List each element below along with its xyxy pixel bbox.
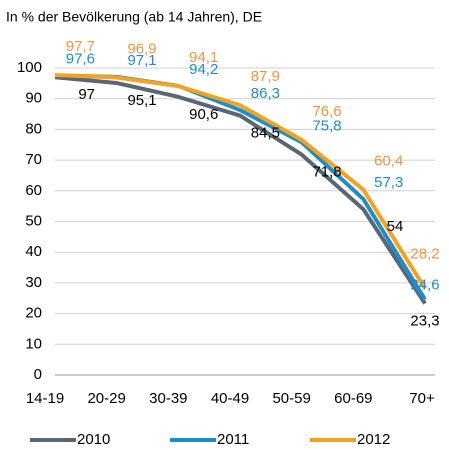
data-label: 97,6 (66, 50, 95, 67)
data-label: 94,2 (189, 61, 218, 78)
legend-label: 2012 (357, 431, 390, 448)
x-tick-label: 50-59 (272, 390, 310, 407)
data-label: 24,6 (410, 276, 439, 293)
data-label: 60,4 (374, 153, 403, 170)
data-label: 97 (78, 86, 95, 103)
data-label: 97,7 (66, 38, 95, 55)
y-tick-label: 50 (25, 212, 42, 229)
data-label: 95,1 (127, 92, 156, 109)
data-label: 75,8 (312, 117, 341, 134)
x-tick-label: 40-49 (211, 390, 249, 407)
y-tick-label: 90 (25, 90, 42, 107)
chart-title: In % der Bevölkerung (ab 14 Jahren), DE (6, 9, 262, 25)
x-tick-label: 60-69 (334, 390, 372, 407)
y-tick-label: 30 (25, 274, 42, 291)
data-label: 54 (387, 218, 404, 235)
data-label: 87,9 (251, 68, 280, 85)
y-tick-label: 80 (25, 120, 42, 137)
y-tick-label: 60 (25, 182, 42, 199)
y-tick-label: 0 (34, 366, 42, 383)
data-label: 71,8 (312, 164, 341, 181)
data-label: 97,1 (127, 52, 156, 69)
data-label: 23,3 (410, 312, 439, 329)
data-label: 90,6 (189, 106, 218, 123)
x-tick-label: 70+ (409, 390, 435, 407)
x-tick-label: 14-19 (26, 390, 64, 407)
x-tick-label: 30-39 (149, 390, 187, 407)
series-line (54, 73, 427, 301)
data-label: 57,3 (374, 174, 403, 191)
series-line (54, 73, 427, 290)
series-line (54, 75, 427, 305)
data-label: 86,3 (251, 85, 280, 102)
legend-label: 2011 (217, 431, 249, 448)
data-label: 94,1 (189, 49, 218, 66)
legend-label: 2010 (77, 431, 110, 448)
y-tick-label: 10 (25, 335, 42, 352)
data-label: 84,5 (251, 125, 280, 142)
x-tick-label: 20-29 (87, 390, 125, 407)
y-tick-label: 40 (25, 243, 42, 260)
y-tick-label: 70 (25, 151, 42, 168)
y-tick-label: 100 (17, 59, 42, 76)
y-tick-label: 20 (25, 305, 42, 322)
data-label: 96,9 (127, 40, 156, 57)
data-label: 28,2 (410, 245, 439, 262)
data-label: 76,6 (312, 103, 341, 120)
